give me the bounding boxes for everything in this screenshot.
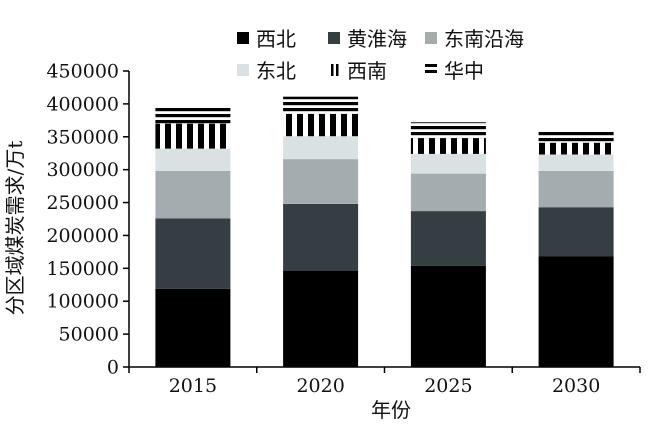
y-tick-label: 200000: [46, 225, 119, 247]
bar-2025-series-3: [410, 153, 486, 174]
bar-2030-series-3: [538, 154, 614, 171]
legend-swatch-stripe: [336, 64, 339, 76]
bar-2020-series-3: [283, 136, 359, 160]
x-axis-label: 年份: [371, 398, 411, 422]
plot-area: 0 50000 100000 150000 200000 250000 300000 3500…: [46, 61, 641, 397]
legend-item-2: 东南沿海: [425, 27, 524, 51]
y-tick-label: 150000: [46, 258, 119, 280]
legend-item-3: 东北: [237, 59, 296, 83]
bar-2020-series-0: [283, 271, 359, 367]
legend-swatch: [425, 32, 437, 44]
x-tick-label: 2030: [552, 375, 600, 397]
legend-swatch: [237, 32, 249, 44]
bar-2025-series-4: [410, 138, 486, 154]
legend-item-0: 西北: [237, 27, 296, 51]
x-tick-label: 2020: [296, 375, 344, 397]
legend-label: 西北: [256, 27, 296, 51]
bar-2030-series-5: [538, 130, 614, 143]
bar-2015-series-0: [155, 288, 231, 367]
bar-2025-series-2: [410, 173, 486, 212]
legend-label: 西南: [347, 59, 387, 83]
legend-item-4: 西南: [328, 59, 387, 83]
bar-2025-series-5: [410, 122, 486, 139]
bar-2030-series-1: [538, 207, 614, 257]
y-tick-label: 100000: [46, 291, 119, 313]
legend-label: 东南沿海: [444, 27, 524, 51]
legend-swatch: [237, 64, 249, 76]
x-axis: 2015 2020 2025 2030: [128, 366, 641, 397]
y-tick-label: 400000: [46, 93, 119, 115]
bar-2025-series-1: [410, 211, 486, 266]
bar-2015-series-5: [155, 107, 231, 124]
y-tick-label: 50000: [59, 324, 119, 346]
legend-item-1: 黄淮海: [328, 27, 407, 51]
y-tick-label: 450000: [46, 61, 119, 83]
bar-2030-series-0: [538, 256, 614, 367]
bar-2030-series-4: [538, 142, 614, 155]
legend-label: 黄淮海: [347, 27, 407, 51]
bar-2015-series-2: [155, 171, 231, 219]
bar-2020-series-4: [283, 113, 359, 137]
y-tick-label: 300000: [46, 159, 119, 181]
legend-swatch-stripe: [331, 64, 334, 76]
y-axis-label: 分区域煤炭需求/万t: [3, 141, 27, 316]
legend-label: 东北: [256, 59, 296, 83]
bar-2015-series-3: [155, 148, 231, 171]
legend-swatch: [328, 32, 340, 44]
legend-swatch-stripe: [425, 70, 437, 73]
x-tick-label: 2015: [169, 375, 217, 397]
bars: [155, 96, 614, 367]
legend-swatch-stripe: [425, 64, 437, 67]
y-tick-label: 250000: [46, 192, 119, 214]
bar-2020-series-2: [283, 159, 359, 204]
y-tick-label: 0: [107, 357, 119, 379]
bar-2025-series-0: [410, 265, 486, 367]
y-tick-label: 350000: [46, 126, 119, 148]
x-tick-label: 2025: [424, 375, 472, 397]
bar-2015-series-1: [155, 218, 231, 289]
legend-label: 华中: [444, 59, 484, 83]
bar-2020-series-5: [283, 96, 359, 114]
bar-2015-series-4: [155, 123, 231, 149]
y-axis: 0 50000 100000 150000 200000 250000 300000 3500…: [46, 61, 130, 379]
bar-2030-series-2: [538, 171, 614, 208]
bar-2020-series-1: [283, 203, 359, 271]
legend-item-5: 华中: [425, 59, 484, 83]
